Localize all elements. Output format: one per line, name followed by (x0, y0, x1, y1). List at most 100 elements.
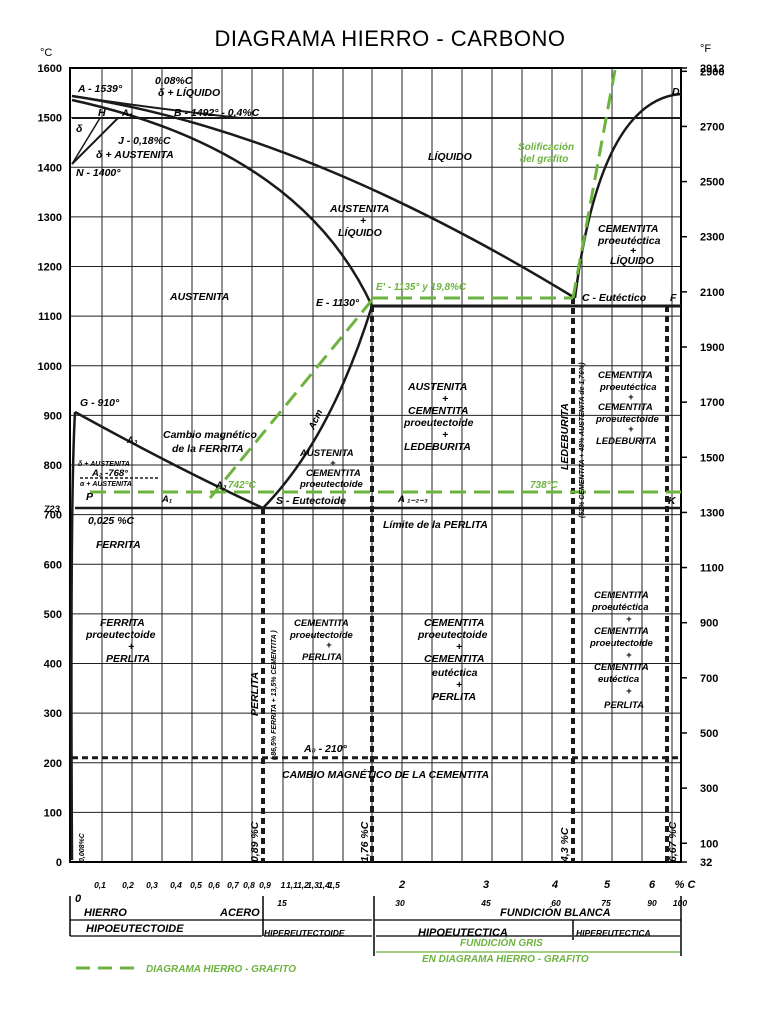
label-cem-liq-1: CEMENTITA (598, 223, 658, 235)
x-tick-fine: 1,3 (307, 880, 319, 890)
x-tick-main: 2 (398, 879, 405, 891)
x-tick-main: 5 (604, 879, 611, 891)
x-tick-main: 4 (551, 879, 558, 891)
percent-tick: 45 (480, 898, 491, 908)
delta-boundary-line (71, 117, 101, 165)
label-gray-cast-iron-2: EN DIAGRAMA HIERRO - GRAFITO (422, 954, 589, 965)
x-tick-fine: 0,1 (94, 880, 106, 890)
x-tick-fine: 0,6 (208, 880, 220, 890)
label-cp-4: PERLITA (302, 652, 342, 663)
label-a-aus-3: CEMENTITA (306, 468, 361, 479)
y-tick-label: 0 (56, 857, 62, 869)
x-tick-fine: 1,5 (328, 880, 340, 890)
label-pearlite-pct: ( 86,5% FERRITA + 13,5% CEMENTITA ) (271, 630, 278, 760)
right-tick-label: 300 (700, 783, 718, 795)
right-tick-label: 2300 (700, 232, 724, 244)
right-tick-label: 32 (700, 857, 712, 869)
liquidus-delta-line (71, 95, 241, 119)
label-delta-austenite: δ + AUSTENITA (96, 149, 174, 161)
percent-tick: 60 (551, 898, 561, 908)
label-r-bot-2: proeutéctica (591, 602, 649, 613)
label-ce-3: + (456, 641, 462, 653)
label-43c: 4,3 %C (559, 827, 571, 863)
label-cp-2: proeutectoide (289, 630, 354, 641)
point-s: S - Eutectoide (276, 495, 346, 507)
percent-tick: 30 (395, 898, 405, 908)
right-tick-label: 2900 (700, 66, 724, 78)
point-e-prime: E' - 1135° y 19,8%C (376, 282, 467, 293)
y-tick-label: 300 (44, 708, 62, 720)
right-tick-label: 900 (700, 618, 718, 630)
label-ferrite: FERRITA (96, 539, 141, 551)
label-r-bot-10: PERLITA (604, 700, 644, 711)
label-r-top-5: proeutectoide (595, 414, 660, 425)
x-tick-main: 3 (483, 879, 489, 891)
tick-labels: 0100200300400500600700800900100011001200… (38, 43, 725, 908)
point-j: J - 0,18%C (118, 135, 171, 147)
label-mid-6: LEDEBURITA (404, 441, 471, 453)
label-a-aus-4: proeutectoide (299, 479, 364, 490)
label-a123: A ₁₋₂₋₃ (397, 494, 428, 505)
percent-tick: 75 (601, 898, 611, 908)
x-tick-fine: 0,7 (227, 880, 240, 890)
label-cem-liq-2: proeutéctica (597, 235, 661, 247)
label-iron: HIERRO (84, 907, 127, 919)
label-738: 738°C (530, 480, 559, 491)
label-graphite-solid-1: Solificación (518, 142, 574, 153)
label-ledeburite: LEDEBURITA (559, 403, 571, 470)
x-tick-fine: 0,9 (259, 880, 271, 890)
y-tick-label: 1000 (38, 361, 62, 373)
ferrite-solvus-line (70, 411, 77, 861)
label-ce-1: CEMENTITA (424, 617, 484, 629)
label-delta-liquid: δ + LÍQUIDO (158, 86, 220, 99)
label-acm: Acm (306, 407, 325, 432)
label-r-top-7: LEDEBURITA (596, 436, 657, 447)
right-tick-label: 1900 (700, 342, 724, 354)
label-r-bot-9: + (626, 686, 632, 697)
label-mid-4: proeutectoide (403, 417, 474, 429)
y-tick-label: 1200 (38, 262, 62, 274)
bottom-classification: HIERRO ACERO HIPOEUTECTOIDE HIPEREUTECTOIDE… (69, 896, 682, 975)
label-a-aus-2: + (330, 458, 336, 469)
label-ce-4: CEMENTITA (424, 653, 484, 665)
y-unit-right: °F (700, 43, 711, 55)
right-tick-label: 700 (700, 673, 718, 685)
label-hypereutectoid: HIPEREUTECTOIDE (264, 928, 345, 938)
label-aus-liq-3: LÍQUIDO (338, 226, 382, 239)
label-r-bot-1: CEMENTITA (594, 590, 649, 601)
y-tick-label: 500 (44, 609, 62, 621)
liquidus-austenite-line (71, 94, 576, 300)
label-a0: A₀ - 210° (303, 743, 348, 755)
label-cem-liq-3: + (630, 245, 636, 257)
plot-frame (69, 67, 682, 863)
label-magnetic-cementite: CAMBIO MAGNÉTICO DE LA CEMENTITA (282, 768, 489, 781)
y-tick-label: 200 (44, 758, 62, 770)
y-tick-label: 700 (44, 510, 62, 522)
y-tick-label: 1100 (38, 311, 62, 323)
y-tick-label: 600 (44, 559, 62, 571)
x-tick-fine: 1 (281, 880, 286, 890)
right-tick-label: 2912 (700, 63, 724, 75)
label-aus-liq-2: + (360, 215, 366, 227)
right-tick-label: 100 (700, 838, 718, 850)
y-tick-label: 800 (44, 460, 62, 472)
x-tick-zero: 0 (75, 893, 82, 905)
label-r-top-6: + (628, 424, 634, 435)
x-unit: % C (675, 879, 697, 891)
label-742: 742°C (228, 480, 257, 491)
label-fp-3: + (128, 641, 134, 653)
x-tick-fine: 0,5 (190, 880, 202, 890)
y-tick-label: 1400 (38, 162, 62, 174)
y-tick-label: 100 (44, 807, 62, 819)
label-ledeburite-pct: (52% CEMENTITA + 48% AUSTENITA de 1,76%) (579, 362, 586, 518)
point-k: K (668, 495, 677, 507)
label-austenite: AUSTENITA (169, 291, 229, 303)
label-r-bot-8: eutéctica (598, 674, 639, 685)
percent-tick: 100 (673, 898, 687, 908)
x-tick-fine: 0,3 (146, 880, 158, 890)
x-tick-fine: 0,8 (243, 880, 255, 890)
label-graphite-solid-2: del grafito (520, 154, 568, 165)
y-unit-left: °C (40, 47, 52, 59)
